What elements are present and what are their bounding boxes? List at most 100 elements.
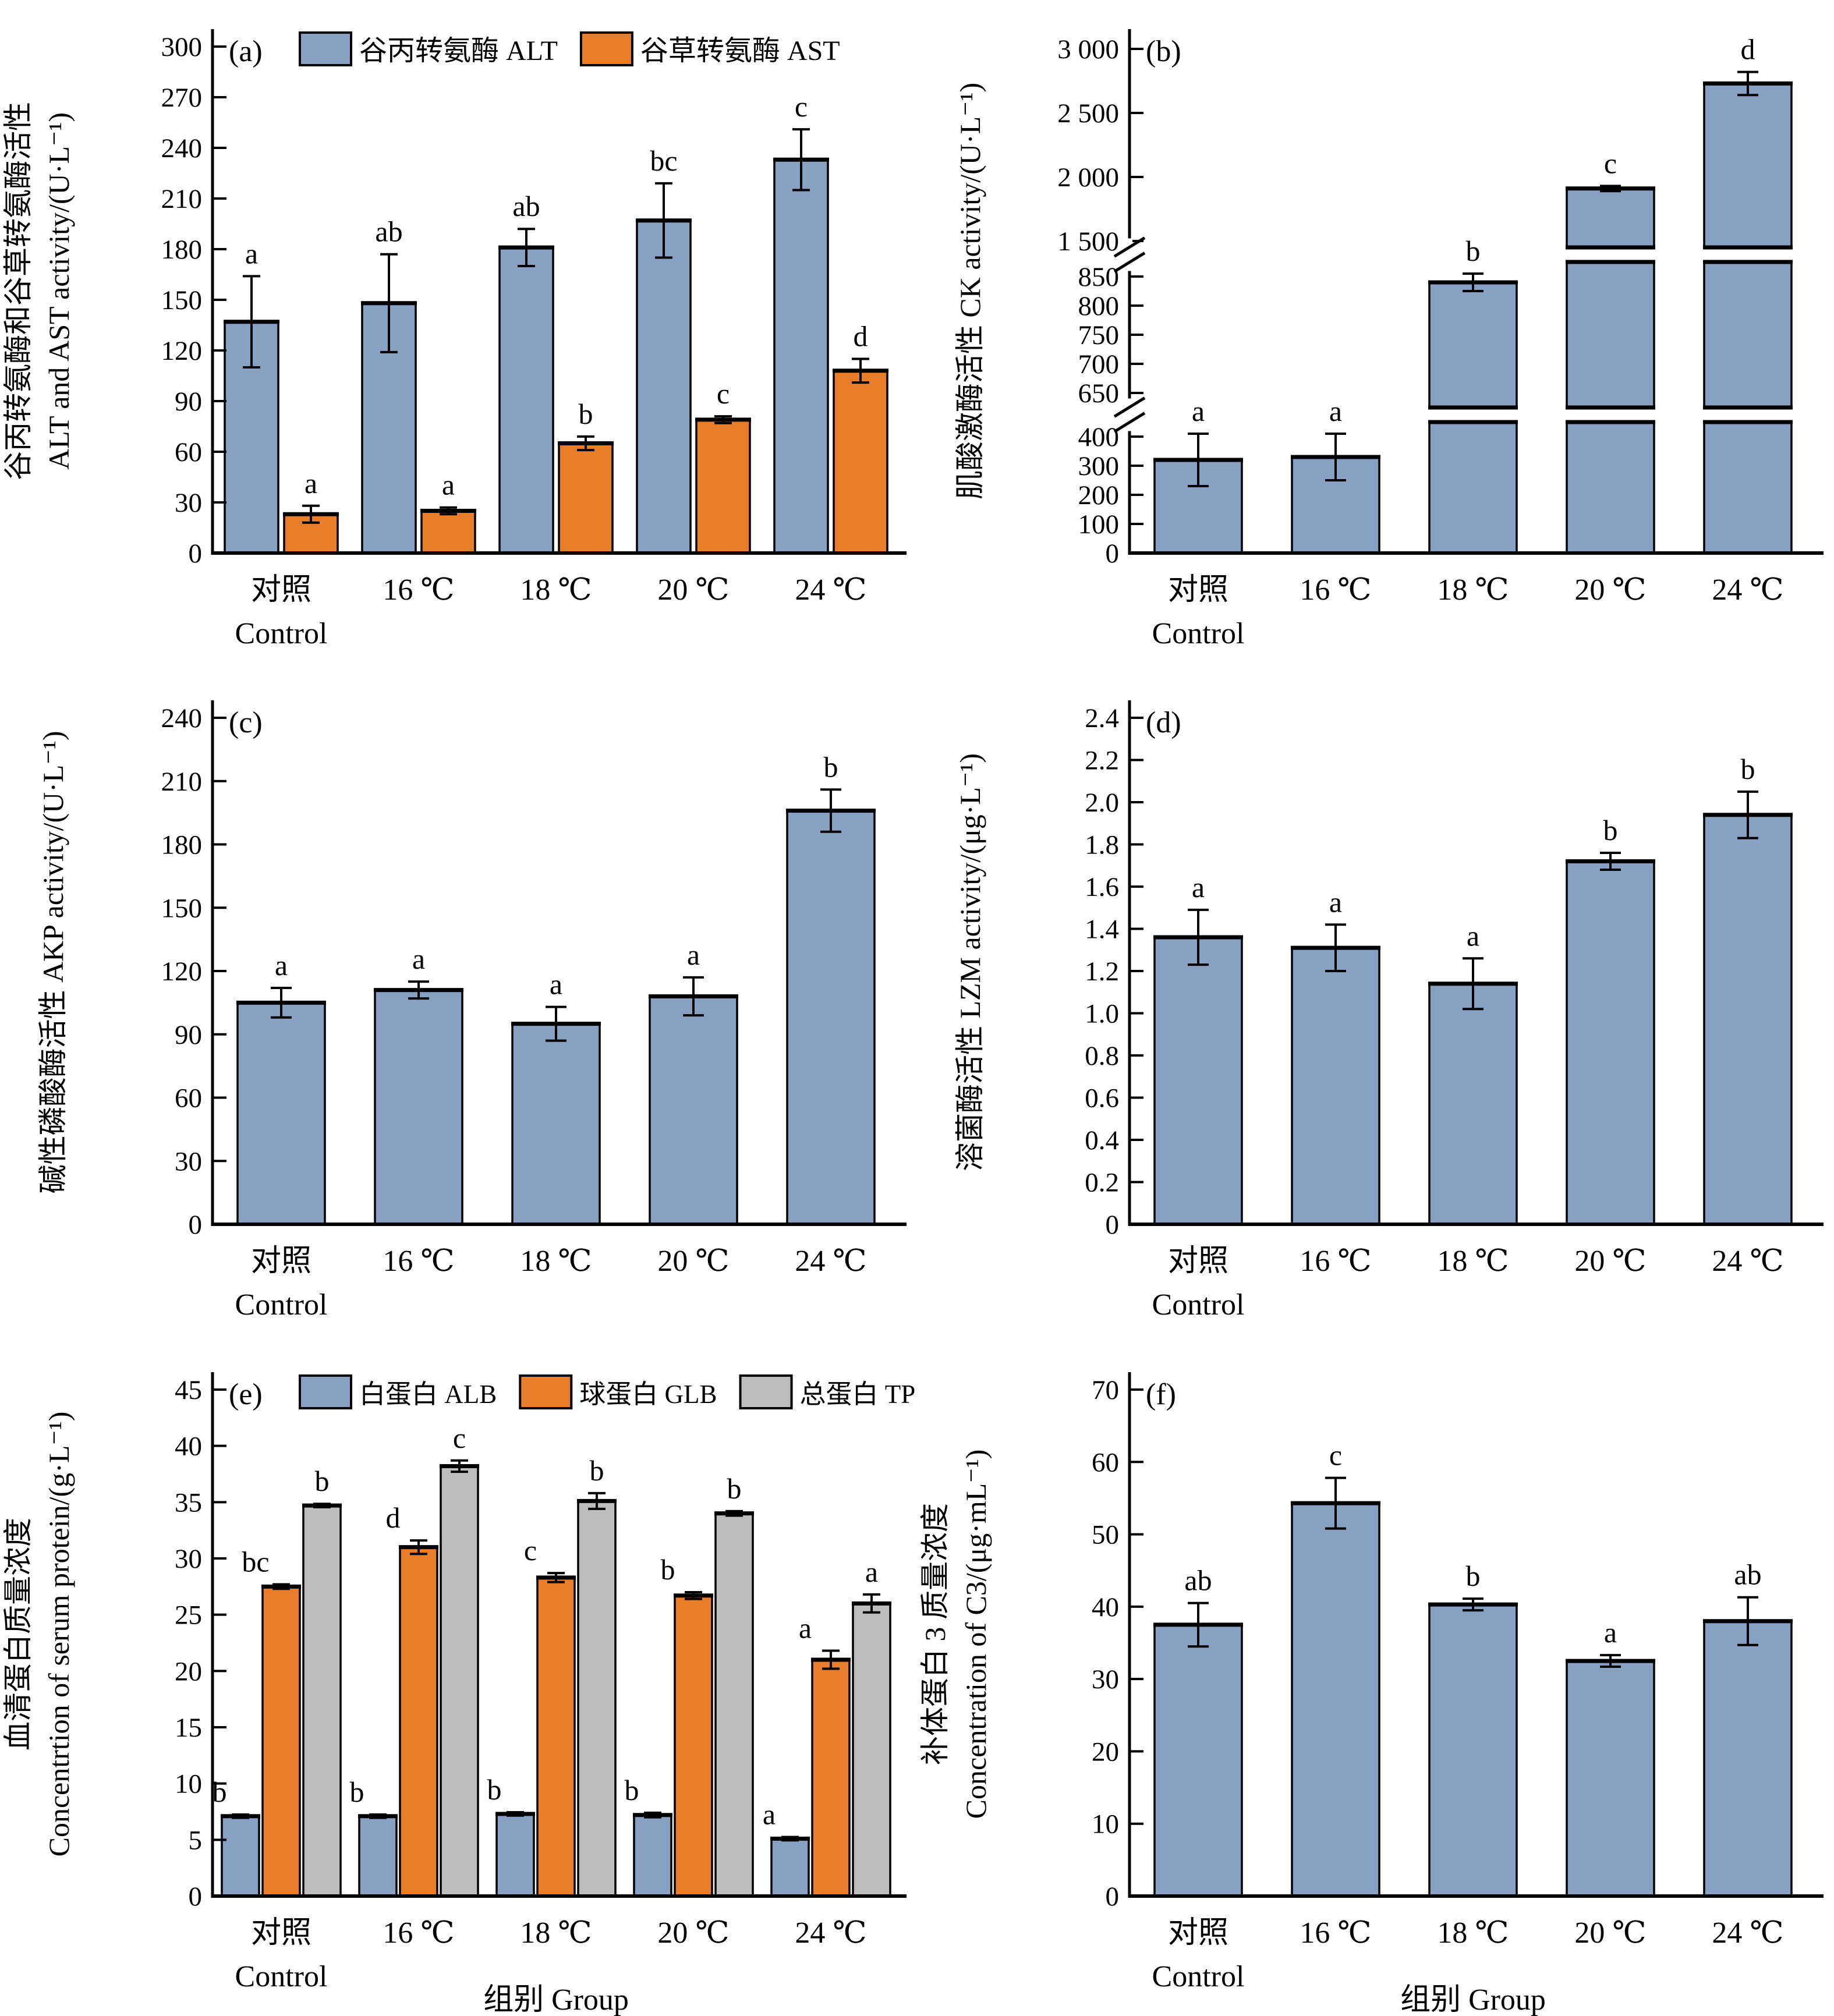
bar-segment: [498, 246, 554, 554]
sig-letter: ab: [375, 215, 402, 248]
x-category-label: 18 ℃: [520, 573, 592, 607]
sig-letter: a: [799, 1612, 812, 1645]
chart-c: a a a a b 0 30 60 90 120 150 180 210 240 对照 Control 16 ℃…: [37, 700, 907, 1321]
bar-segment: [1566, 187, 1655, 249]
x-category-label: 对照: [1168, 1916, 1228, 1950]
bar-segment: [1291, 1502, 1380, 1897]
bar-segment: [1428, 281, 1518, 409]
sig-letter: b: [579, 398, 593, 430]
sig-letter: ab: [512, 190, 540, 222]
bar-segment: [833, 370, 888, 554]
y-tick-label: 2.0: [1085, 788, 1119, 818]
bar-segment: [633, 1814, 672, 1897]
bar-segment: [261, 1585, 301, 1897]
y-tick-label: 10: [1092, 1809, 1119, 1840]
y-axis-label: 谷丙转氨酶和谷草转氨酶活性: [2, 102, 34, 480]
sig-letter: b: [590, 1454, 604, 1487]
x-category-label: 20 ℃: [1574, 1916, 1646, 1950]
sig-letter: b: [1466, 235, 1481, 267]
bar-segment: [1566, 1660, 1655, 1897]
y-tick-label: 120: [161, 956, 203, 987]
y-tick-label: 2 500: [1057, 98, 1119, 129]
bar-segment: [1428, 421, 1518, 554]
sig-letter: a: [305, 467, 317, 499]
legend-swatch: [299, 31, 352, 66]
y-tick-label: 60: [175, 437, 202, 467]
sig-letter: a: [1192, 395, 1205, 427]
sig-letter: a: [442, 469, 455, 501]
sig-letter: b: [625, 1774, 639, 1806]
y-tick-label: 1.2: [1085, 956, 1119, 987]
bar-segment: [399, 1546, 438, 1897]
panel-f: ab c b a ab 0 10 20 30 40 50 60 70 对照 Control 16 ℃ 18 ℃ 2…: [917, 1346, 1834, 1998]
y-tick-label: 70: [1092, 1375, 1119, 1405]
x-category-label: 16 ℃: [383, 1245, 454, 1278]
y-tick-label: 15: [175, 1713, 202, 1743]
x-category-label: 24 ℃: [795, 573, 866, 607]
x-category-label: 24 ℃: [795, 1245, 866, 1278]
legend-swatch: [519, 1374, 573, 1409]
bar-segment: [495, 1813, 535, 1897]
sig-letter: c: [524, 1534, 537, 1567]
x-category-label: 20 ℃: [657, 1245, 729, 1278]
sig-letter: d: [386, 1501, 401, 1534]
y-tick-label: 0: [1106, 1882, 1120, 1912]
y-tick-label: 150: [161, 285, 203, 316]
sig-letter: b: [350, 1776, 364, 1808]
sig-letter: d: [854, 320, 868, 353]
sig-letter: a: [1604, 1616, 1617, 1649]
legend-swatch: [579, 31, 633, 66]
axis-break-slash: [1113, 396, 1146, 418]
x-category-label: 20 ℃: [1574, 573, 1646, 607]
y-tick-label: 1.8: [1085, 830, 1119, 860]
x-category-label: 18 ℃: [1437, 573, 1509, 607]
y-tick-label: 1 500: [1057, 226, 1119, 257]
y-tick-label: 60: [1092, 1447, 1119, 1478]
y-axis-label: 碱性磷酸酶活性 AKP activity/(U·L⁻¹): [37, 731, 69, 1194]
x-axis-title-right: 组别 Group: [1400, 1983, 1546, 2016]
x-category-label: 20 ℃: [1574, 1245, 1646, 1278]
bar-segment: [811, 1659, 851, 1897]
panel-tag: (a): [229, 35, 263, 68]
bar-segment: [302, 1504, 342, 1897]
panel-tag: (e): [229, 1378, 263, 1411]
bar-segment: [1703, 814, 1793, 1225]
bar-segment: [374, 988, 463, 1225]
y-axis-label: Concentrtion of serum protein/(g·L⁻¹): [43, 1412, 75, 1857]
bar-segment: [440, 1465, 479, 1897]
y-tick-label: 5: [189, 1825, 203, 1855]
panel-a: a ab ab bc c a a b c d 0 30 60 90 120 150 180 210 240 270 30…: [0, 3, 917, 655]
y-tick-label: 400: [1078, 422, 1120, 452]
sig-letter: c: [1329, 1439, 1342, 1472]
y-tick-label: 30: [175, 488, 202, 518]
y-tick-label: 0.2: [1085, 1168, 1119, 1198]
y-tick-label: 2 000: [1057, 162, 1119, 193]
y-tick-label: 210: [161, 184, 203, 214]
bar-segment: [511, 1022, 601, 1225]
sig-letter: a: [245, 237, 258, 270]
x-category-label: 20 ℃: [657, 573, 729, 607]
y-tick-label: 800: [1078, 291, 1120, 321]
bar-segment: [1428, 1603, 1518, 1897]
bar-segment: [649, 995, 738, 1225]
legend-label: 白蛋白 ALB: [359, 1380, 497, 1409]
axis-break-slash: [1113, 236, 1146, 258]
y-tick-label: 0: [189, 1882, 203, 1912]
sig-letter: c: [795, 90, 808, 123]
sig-letter: ab: [1184, 1564, 1212, 1597]
sig-letter: d: [1741, 33, 1755, 66]
x-category-label: 24 ℃: [1712, 1916, 1783, 1950]
sig-letter: a: [1192, 871, 1205, 904]
y-tick-label: 300: [161, 32, 203, 62]
x-category-label: 18 ℃: [520, 1916, 592, 1950]
sig-letter: a: [1329, 395, 1342, 427]
x-category-label: 24 ℃: [1712, 573, 1783, 607]
y-tick-label: 2.4: [1085, 703, 1119, 734]
y-tick-label: 1.6: [1085, 872, 1119, 902]
sig-letter: a: [1467, 919, 1479, 952]
y-tick-label: 3 000: [1057, 34, 1119, 65]
y-tick-label: 50: [1092, 1520, 1119, 1550]
panel-tag: (f): [1146, 1378, 1176, 1411]
